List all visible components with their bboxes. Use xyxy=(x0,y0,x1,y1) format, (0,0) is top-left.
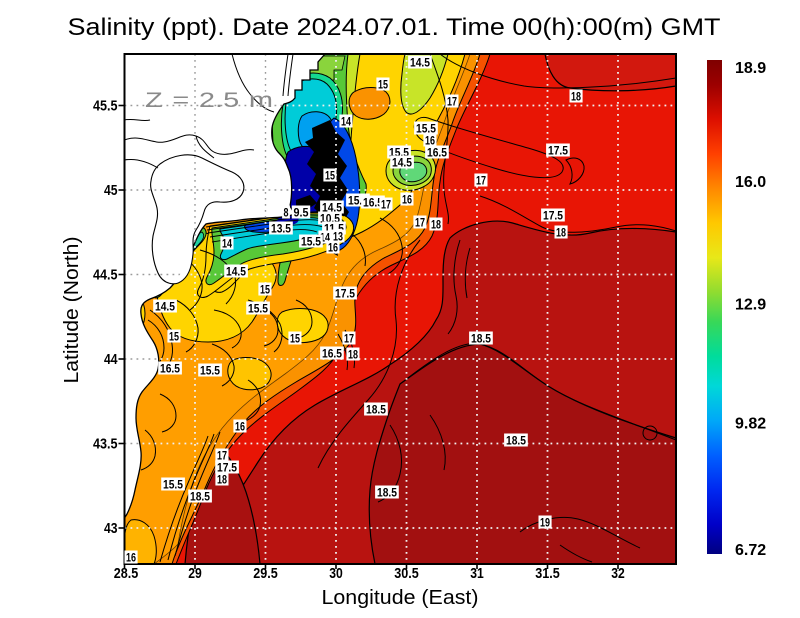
svg-text:17: 17 xyxy=(217,450,227,462)
svg-text:28.5: 28.5 xyxy=(114,565,139,582)
svg-text:15: 15 xyxy=(260,284,270,296)
svg-text:15: 15 xyxy=(325,170,335,182)
svg-text:16: 16 xyxy=(235,421,245,433)
svg-text:16.5: 16.5 xyxy=(322,348,343,360)
svg-text:17: 17 xyxy=(447,96,457,108)
svg-text:30: 30 xyxy=(329,565,343,582)
svg-text:17.5: 17.5 xyxy=(548,145,569,157)
svg-text:18: 18 xyxy=(571,91,581,103)
svg-text:15: 15 xyxy=(169,331,179,343)
svg-text:29.5: 29.5 xyxy=(253,565,278,582)
svg-text:15: 15 xyxy=(378,79,388,91)
svg-text:29: 29 xyxy=(188,565,202,582)
svg-text:19: 19 xyxy=(540,517,550,529)
svg-text:13.5: 13.5 xyxy=(271,223,292,235)
svg-text:15: 15 xyxy=(290,333,300,345)
svg-text:18: 18 xyxy=(217,474,227,486)
svg-text:14.5: 14.5 xyxy=(410,57,431,69)
svg-text:13: 13 xyxy=(333,231,343,243)
svg-text:14: 14 xyxy=(320,232,330,244)
svg-text:16.5: 16.5 xyxy=(160,363,181,375)
svg-text:14.5: 14.5 xyxy=(226,266,247,278)
svg-text:18: 18 xyxy=(556,227,566,239)
svg-text:18.5: 18.5 xyxy=(190,491,211,503)
svg-text:14.5: 14.5 xyxy=(392,157,413,169)
svg-text:15.5: 15.5 xyxy=(248,303,269,315)
svg-text:14.5: 14.5 xyxy=(155,301,176,313)
svg-text:16: 16 xyxy=(425,135,435,147)
svg-text:45: 45 xyxy=(104,182,118,199)
svg-text:18: 18 xyxy=(431,219,441,231)
svg-text:Salinity (ppt). Date 2024.07.0: Salinity (ppt). Date 2024.07.01. Time 00… xyxy=(68,14,721,41)
svg-text:17.5: 17.5 xyxy=(543,210,564,222)
svg-text:18.5: 18.5 xyxy=(506,435,527,447)
svg-text:Latitude (North): Latitude (North) xyxy=(61,236,83,383)
svg-text:17.5: 17.5 xyxy=(217,462,238,474)
svg-text:17: 17 xyxy=(344,333,354,345)
svg-text:15.5: 15.5 xyxy=(200,365,221,377)
svg-text:18.5: 18.5 xyxy=(377,487,398,499)
svg-text:14: 14 xyxy=(341,116,351,128)
svg-text:17: 17 xyxy=(381,199,391,211)
svg-text:8: 8 xyxy=(284,207,289,219)
svg-text:12.9: 12.9 xyxy=(735,297,766,314)
svg-text:17: 17 xyxy=(415,217,425,229)
svg-text:18: 18 xyxy=(348,349,358,361)
svg-text:16: 16 xyxy=(126,552,136,564)
svg-text:15.5: 15.5 xyxy=(416,123,437,135)
svg-text:43.5: 43.5 xyxy=(93,436,118,453)
svg-text:15.5: 15.5 xyxy=(163,479,184,491)
svg-text:30.5: 30.5 xyxy=(394,565,419,582)
svg-text:43: 43 xyxy=(104,520,118,537)
svg-text:17: 17 xyxy=(476,175,486,187)
svg-text:14.5: 14.5 xyxy=(322,202,343,214)
svg-text:6.72: 6.72 xyxy=(735,542,766,559)
svg-text:17.5: 17.5 xyxy=(335,288,356,300)
svg-text:16.5: 16.5 xyxy=(363,197,384,209)
svg-text:16: 16 xyxy=(402,194,412,206)
svg-text:31.5: 31.5 xyxy=(535,565,560,582)
svg-text:15.5: 15.5 xyxy=(301,236,322,248)
svg-text:18.5: 18.5 xyxy=(366,404,387,416)
svg-text:18.9: 18.9 xyxy=(735,60,766,77)
svg-text:9.82: 9.82 xyxy=(735,416,766,433)
svg-text:9.5: 9.5 xyxy=(294,207,310,219)
svg-text:32: 32 xyxy=(611,565,625,582)
svg-text:44.5: 44.5 xyxy=(93,267,118,284)
svg-text:45.5: 45.5 xyxy=(93,98,118,115)
svg-text:Longitude (East): Longitude (East) xyxy=(322,587,479,609)
svg-text:31: 31 xyxy=(470,565,484,582)
svg-text:16.5: 16.5 xyxy=(427,147,448,159)
svg-text:44: 44 xyxy=(104,351,118,368)
svg-text:14: 14 xyxy=(222,238,232,250)
svg-text:16.0: 16.0 xyxy=(735,174,766,191)
svg-text:18.5: 18.5 xyxy=(471,333,492,345)
svg-text:16: 16 xyxy=(328,242,338,254)
svg-text:Z = 2.5 m: Z = 2.5 m xyxy=(145,89,273,112)
